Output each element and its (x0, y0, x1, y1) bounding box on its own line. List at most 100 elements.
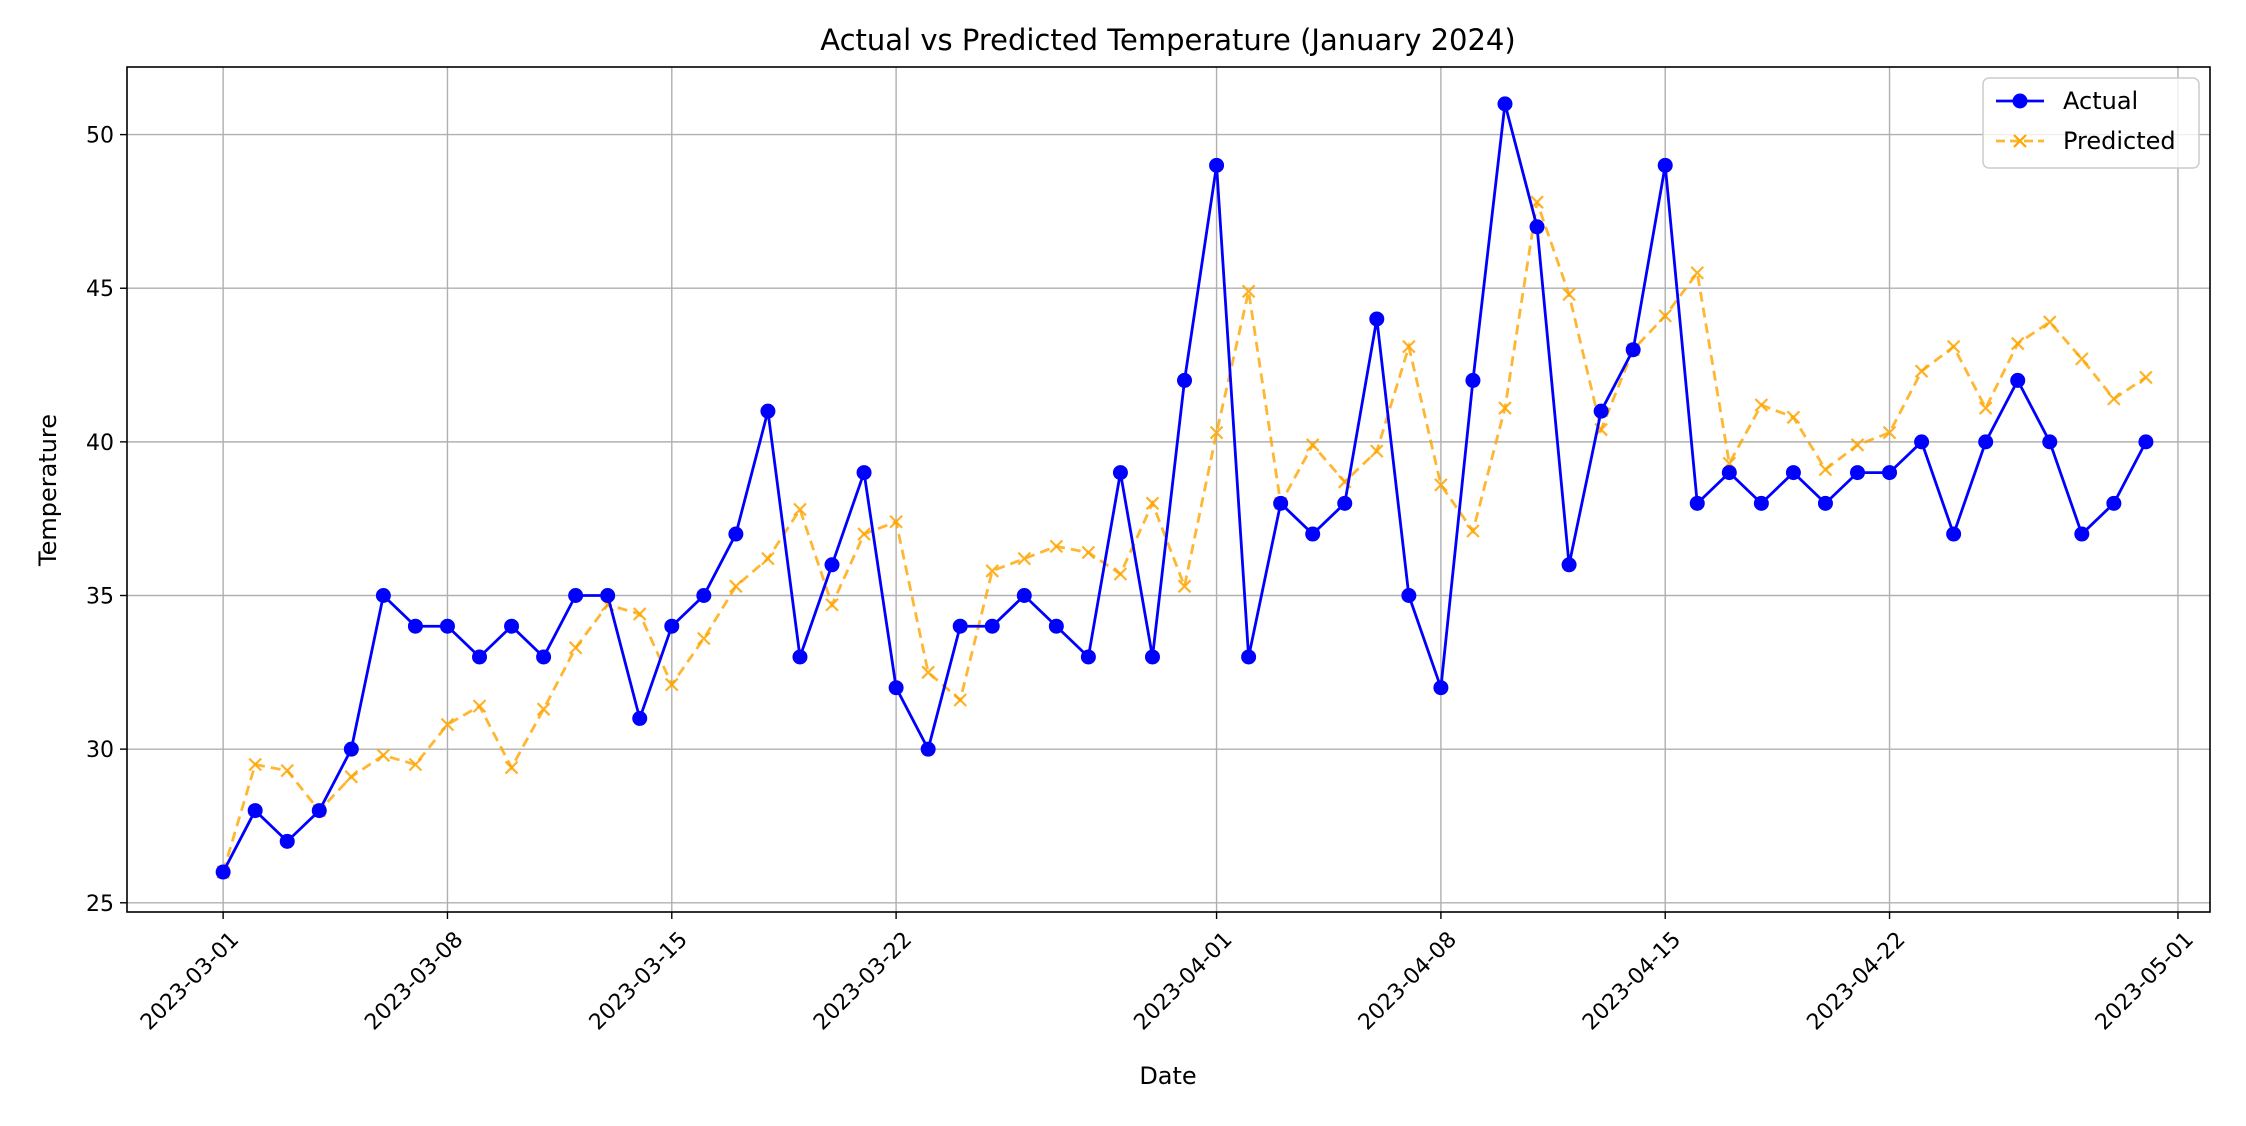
data-point-predicted (2075, 352, 2089, 366)
data-point-predicted (1081, 545, 1096, 560)
x-marker-stroke (1177, 579, 1192, 594)
data-point-actual (1849, 465, 1865, 481)
data-point-actual (279, 833, 295, 849)
data-point-actual (1273, 495, 1289, 511)
y-tick-label: 30 (86, 738, 114, 763)
data-point-actual (1209, 157, 1225, 173)
data-point-actual (1401, 588, 1417, 604)
data-point-actual (1497, 96, 1513, 112)
data-point-actual (1882, 465, 1898, 481)
series-actual (215, 96, 2154, 880)
x-marker-stroke (1914, 364, 1929, 378)
x-marker-stroke (408, 757, 423, 772)
data-point-actual (1753, 495, 1769, 511)
data-point-actual (952, 618, 968, 634)
x-marker-stroke (1466, 524, 1480, 538)
x-marker-stroke (248, 757, 262, 772)
x-marker-stroke (1017, 551, 1032, 566)
data-point-predicted (1049, 539, 1064, 554)
data-point-actual (1048, 618, 1064, 634)
x-marker-stroke (2042, 315, 2057, 329)
data-point-predicted (1241, 284, 1256, 299)
data-point-actual (856, 465, 872, 481)
data-point-actual (2042, 434, 2058, 450)
y-tick-label: 45 (86, 277, 114, 302)
data-point-predicted (440, 717, 455, 732)
x-marker-stroke (536, 702, 551, 716)
data-point-actual (1978, 434, 1994, 450)
data-point-actual (568, 588, 584, 604)
data-point-actual (311, 803, 327, 819)
data-point-predicted (1914, 364, 1929, 378)
data-point-predicted (1818, 462, 1833, 477)
legend: Actual Predicted (1982, 77, 2200, 169)
data-point-predicted (793, 502, 807, 517)
data-point-actual (1946, 526, 1962, 542)
x-marker-stroke (2107, 392, 2121, 406)
data-point-predicted (761, 551, 775, 566)
data-point-predicted (536, 702, 551, 716)
x-marker-stroke (1946, 339, 1961, 354)
data-point-actual (1529, 219, 1545, 235)
data-point-predicted (1017, 551, 1032, 566)
x-marker-stroke (921, 665, 935, 680)
x-marker-stroke (665, 677, 679, 692)
data-point-actual (439, 618, 455, 634)
data-point-actual (632, 710, 648, 726)
data-point-actual (2138, 434, 2154, 450)
data-point-predicted (1466, 524, 1480, 538)
data-point-actual (2010, 372, 2026, 388)
x-marker-stroke (985, 564, 1000, 578)
data-point-actual (1593, 403, 1609, 419)
data-point-actual (1369, 311, 1385, 327)
data-point-predicted (1786, 410, 1801, 425)
x-marker-stroke (1370, 444, 1384, 458)
data-point-predicted (1209, 425, 1224, 440)
x-marker-stroke (1690, 266, 1705, 280)
data-point-predicted (1658, 309, 1672, 323)
data-point-predicted (2010, 336, 2025, 351)
x-marker-stroke (1081, 545, 1096, 560)
x-marker-stroke (1049, 539, 1064, 554)
data-point-actual (1337, 495, 1353, 511)
data-point-actual (1914, 434, 1930, 450)
data-point-actual (1144, 649, 1160, 665)
data-point-predicted (568, 640, 583, 655)
data-point-predicted (1754, 398, 1769, 412)
data-point-predicted (632, 607, 647, 621)
data-point-actual (504, 618, 520, 634)
data-point-actual (984, 618, 1000, 634)
data-point-predicted (1690, 266, 1705, 280)
x-marker-stroke (344, 770, 359, 784)
legend-x-stroke (2013, 134, 2027, 148)
data-point-actual (920, 741, 936, 757)
x-marker-stroke (697, 631, 711, 646)
data-point-predicted (697, 631, 711, 646)
data-point-actual (1433, 680, 1449, 696)
data-point-actual (664, 618, 680, 634)
legend-predicted-label: Predicted (2063, 127, 2176, 155)
data-point-predicted (1562, 287, 1576, 302)
data-point-predicted (2139, 370, 2153, 385)
data-point-actual (215, 864, 231, 880)
data-point-actual (343, 741, 359, 757)
data-point-predicted (921, 665, 935, 680)
data-point-actual (1241, 649, 1257, 665)
x-marker-stroke (1402, 339, 1416, 354)
data-point-predicted (953, 693, 967, 707)
x-marker-stroke (761, 551, 775, 566)
data-point-actual (1465, 372, 1481, 388)
y-tick-label: 35 (86, 585, 114, 610)
data-point-actual (1785, 465, 1801, 481)
x-marker-stroke (1498, 401, 1512, 415)
x-marker-stroke (472, 699, 487, 713)
data-point-predicted (376, 748, 391, 763)
x-marker-stroke (889, 514, 903, 529)
data-point-actual (2106, 495, 2122, 511)
legend-predicted-marker (2013, 134, 2027, 148)
x-marker-stroke (632, 607, 647, 621)
x-marker-stroke (1754, 398, 1769, 412)
data-point-actual (1817, 495, 1833, 511)
x-marker-stroke (2075, 352, 2089, 366)
